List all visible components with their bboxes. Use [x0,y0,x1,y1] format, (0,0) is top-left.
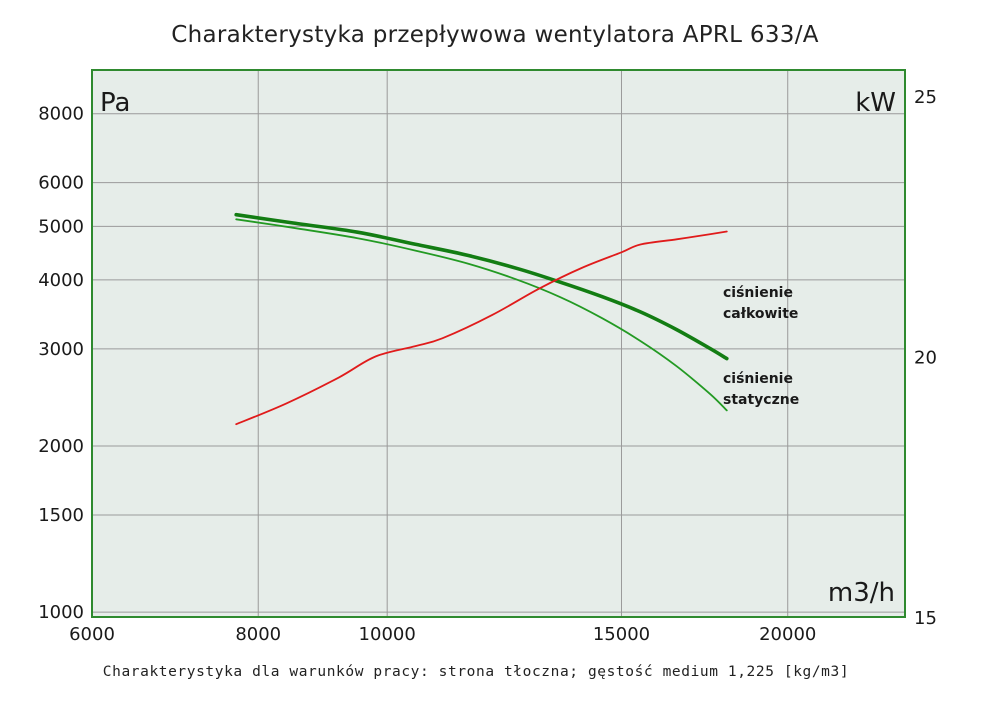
y-tick-label-left: 1500 [38,505,84,526]
y-tick-label-right: 25 [914,87,937,108]
series-line-static-pressure [235,218,728,412]
x-tick-label: 6000 [69,624,115,645]
y-tick-label-left: 1000 [38,602,84,623]
series-line-total-pressure [234,212,729,361]
annotation-total-line-1: ciśnienie [723,285,793,301]
series-line-power [235,230,728,426]
y-tick-label-left: 3000 [38,339,84,360]
x-tick-label: 8000 [235,624,281,645]
annotation-total-line-2: całkowite [723,306,798,322]
left-axis-unit-label: Pa [100,88,130,118]
y-tick-label-left: 2000 [38,436,84,457]
series-layer [234,212,729,426]
y-tick-label-left: 8000 [38,104,84,125]
annotation-static-line-1: ciśnienie [723,371,793,387]
chart-footnote: Charakterystyka dla warunków pracy: stro… [103,664,849,680]
y-tick-label-left: 4000 [38,270,84,291]
x-tick-label: 20000 [759,624,816,645]
y-tick-label-right: 15 [914,608,937,629]
chart-title: Charakterystyka przepływowa wentylatora … [171,22,819,48]
right-axis-unit-label: kW [855,88,896,118]
plot-area [92,70,905,617]
tick-labels: 6000 8000 10000 15000 20000 1000 1500 2000 3000 4… [38,87,937,645]
x-tick-label: 10000 [359,624,416,645]
y-tick-label-left: 6000 [38,173,84,194]
x-axis-unit-label: m3/h [828,578,895,608]
y-tick-label-left: 5000 [38,216,84,237]
annotation-static-line-2: statyczne [723,392,799,408]
y-tick-label-right: 20 [914,348,937,369]
plot-frame [91,69,906,618]
grid [92,70,905,617]
annotations: ciśnienie całkowite ciśnienie statyczne [723,285,799,408]
x-tick-label: 15000 [593,624,650,645]
